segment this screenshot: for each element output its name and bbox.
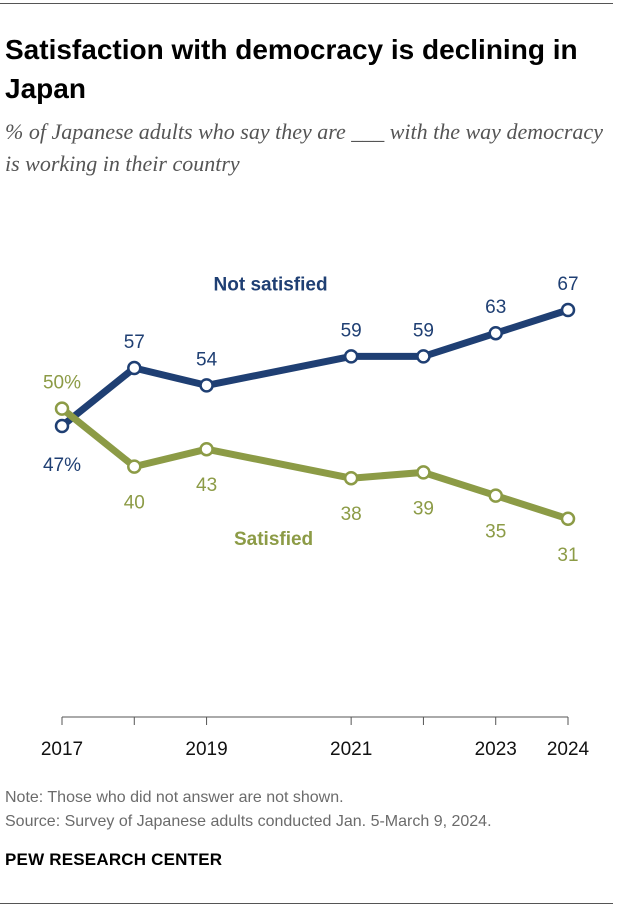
- data-label: 63: [485, 297, 506, 318]
- data-label: 40: [124, 493, 145, 514]
- data-label: 38: [341, 504, 362, 525]
- data-label: 50%: [43, 373, 81, 394]
- x-tick-label: 2019: [185, 739, 227, 760]
- data-point: [416, 349, 431, 364]
- data-point: [560, 511, 576, 527]
- data-label: 67: [557, 274, 578, 295]
- data-point: [560, 302, 576, 318]
- data-point: [54, 401, 70, 416]
- data-point: [488, 325, 503, 341]
- data-label: 35: [485, 522, 506, 543]
- x-tick-label: 2017: [41, 739, 83, 760]
- series-name-label: Not satisfied: [214, 274, 328, 295]
- source-note: Source: Survey of Japanese adults conduc…: [5, 813, 492, 830]
- data-point: [416, 465, 431, 480]
- top-rule: [0, 3, 613, 4]
- data-label: 59: [413, 320, 434, 341]
- data-point: [343, 470, 359, 486]
- data-label: 57: [124, 332, 145, 353]
- footnote: Note: Those who did not answer are not s…: [5, 789, 344, 806]
- chart-title: Satisfaction with democracy is declining…: [5, 34, 578, 104]
- data-label: 43: [196, 475, 217, 496]
- x-tick-label: 2021: [330, 739, 372, 760]
- data-point: [199, 441, 214, 457]
- x-tick-label: 2023: [475, 739, 517, 760]
- data-point: [343, 349, 359, 364]
- x-tick-label: 2024: [547, 739, 590, 760]
- data-point: [127, 360, 142, 376]
- chart-subtitle: % of Japanese adults who say they are __…: [5, 119, 603, 176]
- line-chart: 2017 2019 2021 2023 2024 47% 57 54 59 59 63 67 Not …: [41, 274, 590, 760]
- data-label: 31: [557, 545, 578, 566]
- data-label: 39: [413, 498, 434, 519]
- data-point: [199, 378, 214, 393]
- data-label: 54: [196, 349, 218, 370]
- data-point: [488, 488, 503, 503]
- data-label: 47%: [43, 455, 81, 476]
- series-name-label: Satisfied: [234, 529, 313, 550]
- data-point: [54, 418, 70, 434]
- data-label: 59: [341, 320, 362, 341]
- bottom-rule: [0, 903, 613, 904]
- pew-research-center-logo: PEW RESEARCH CENTER: [5, 850, 223, 869]
- data-point: [127, 459, 142, 474]
